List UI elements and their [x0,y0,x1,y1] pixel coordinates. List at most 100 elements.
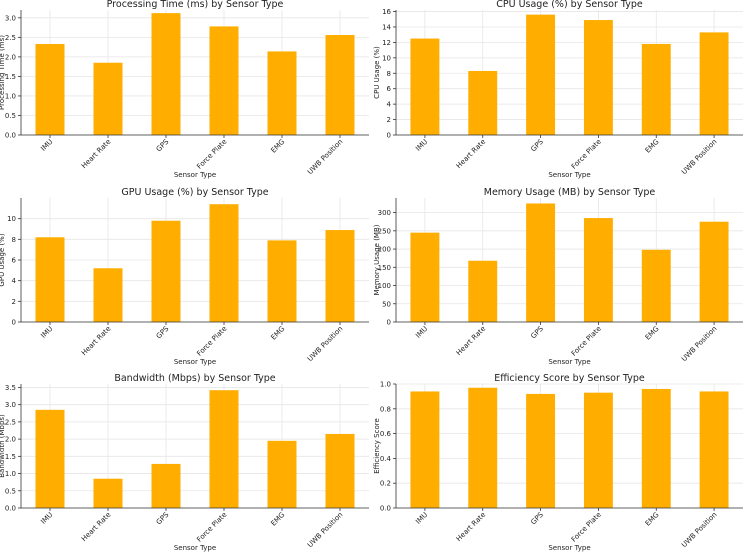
y-tick-label: 2.0 [5,53,16,61]
bar-gps [151,220,181,322]
y-axis-label: Processing Time (ms) [0,35,6,110]
x-tick-label: EMG [644,325,661,342]
y-tick-label: 250 [378,227,391,235]
x-tick-label: GPS [529,510,545,526]
y-tick-label: 2.5 [5,418,16,426]
x-tick-label: Force Plate [195,511,228,544]
x-tick-label: EMG [270,138,287,155]
chart-title: Memory Usage (MB) by Sensor Type [484,187,656,198]
y-tick-label: 150 [378,264,391,272]
x-tick-label: Heart Rate [80,325,112,357]
x-tick-label: IMU [39,511,54,526]
bar-force-plate [209,390,239,508]
bar-gps [526,393,556,508]
bar-imu [35,43,65,135]
chart-title: Bandwidth (Mbps) by Sensor Type [114,373,275,384]
chart-title: Efficiency Score by Sensor Type [494,373,645,384]
bar-emg [641,43,671,135]
bar-heart-rate [468,387,498,508]
y-tick-label: 8 [387,70,391,78]
y-tick-label: 1.0 [5,470,16,478]
x-tick-label: UWB Position [306,325,344,363]
y-tick-label: 0 [387,319,391,327]
bar-imu [410,38,440,136]
y-tick-label: 0 [12,319,16,327]
y-axis-label: Memory Usage (MB) [373,224,381,295]
y-tick-label: 4 [387,101,392,109]
x-axis-label: Sensor Type [548,171,590,179]
x-tick-label: UWB Position [680,511,718,549]
bar-heart-rate [468,260,498,322]
x-axis-label: Sensor Type [548,544,590,552]
y-tick-label: 2.5 [5,34,16,42]
x-tick-label: UWB Position [306,138,344,176]
y-tick-label: 2 [12,298,16,306]
x-tick-label: IMU [414,511,429,526]
bar-gps [526,14,556,135]
chart-panel-6: 0.0 0.2 0.4 0.6 0.8 1.0 IMU Heart Rate GPS Force … [373,373,743,552]
x-tick-label: GPS [529,324,545,340]
y-tick-label: 16 [382,8,391,16]
y-tick-label: 6 [387,85,392,93]
x-tick-label: EMG [644,511,661,528]
bar-imu [35,409,65,508]
y-tick-label: 6 [12,257,17,265]
x-tick-label: Force Plate [570,511,603,544]
y-tick-label: 50 [382,300,391,308]
x-tick-label: Heart Rate [80,511,112,543]
y-tick-label: 3.0 [5,14,16,22]
x-tick-label: Force Plate [570,138,603,171]
bar-uwb-position [325,230,355,322]
x-tick-label: IMU [414,138,429,153]
bar-emg [267,240,297,322]
y-tick-label: 1.5 [5,453,16,461]
x-tick-label: Force Plate [195,325,228,358]
bar-emg [267,440,297,508]
y-tick-label: 0.8 [380,405,391,413]
x-tick-label: Heart Rate [455,138,487,170]
bar-heart-rate [468,70,498,135]
x-axis-label: Sensor Type [174,358,216,366]
bar-heart-rate [93,62,123,135]
x-tick-label: GPS [155,510,171,526]
y-tick-label: 0.0 [5,132,16,140]
y-tick-label: 10 [382,54,391,62]
x-tick-label: EMG [270,511,287,528]
y-tick-label: 200 [378,246,391,254]
bar-heart-rate [93,478,123,508]
x-tick-label: Heart Rate [80,138,112,170]
y-tick-label: 2.0 [5,436,16,444]
x-tick-label: GPS [155,137,171,153]
bar-force-plate [583,218,613,322]
chart-panel-5: 0.0 0.5 1.0 1.5 2.0 2.5 3.0 3.5 IMU Heart Rate GPS… [0,373,369,552]
x-axis-label: Sensor Type [548,358,590,366]
bar-force-plate [583,20,613,135]
y-tick-label: 0.0 [380,505,391,513]
y-tick-label: 1.0 [380,381,391,389]
y-tick-label: 1.0 [5,92,16,100]
x-tick-label: GPS [529,137,545,153]
y-axis-label: CPU Usage (%) [373,46,381,99]
y-tick-label: 8 [12,236,16,244]
x-tick-label: Heart Rate [455,325,487,357]
bar-uwb-position [325,433,355,508]
bar-uwb-position [699,32,729,136]
chart-panel-3: 0 2 4 6 8 10 IMU Heart Rate GPS Force Plate EMG UWB… [0,187,369,366]
x-tick-label: UWB Position [680,138,718,176]
bar-force-plate [209,204,239,322]
bar-imu [410,391,440,508]
y-tick-label: 300 [378,209,391,217]
y-tick-label: 0 [387,132,391,140]
y-tick-label: 3.5 [5,384,16,392]
bar-heart-rate [93,268,123,322]
bar-imu [35,237,65,322]
x-tick-label: GPS [155,324,171,340]
x-tick-label: Force Plate [570,325,603,358]
y-axis-label: Bandwidth (Mbps) [0,414,6,478]
chart-title: Processing Time (ms) by Sensor Type [107,0,284,10]
bar-emg [267,51,297,135]
bar-uwb-position [699,391,729,508]
y-tick-label: 4 [12,277,17,285]
y-axis-label: Efficiency Score [373,418,381,474]
y-tick-label: 10 [7,215,16,223]
